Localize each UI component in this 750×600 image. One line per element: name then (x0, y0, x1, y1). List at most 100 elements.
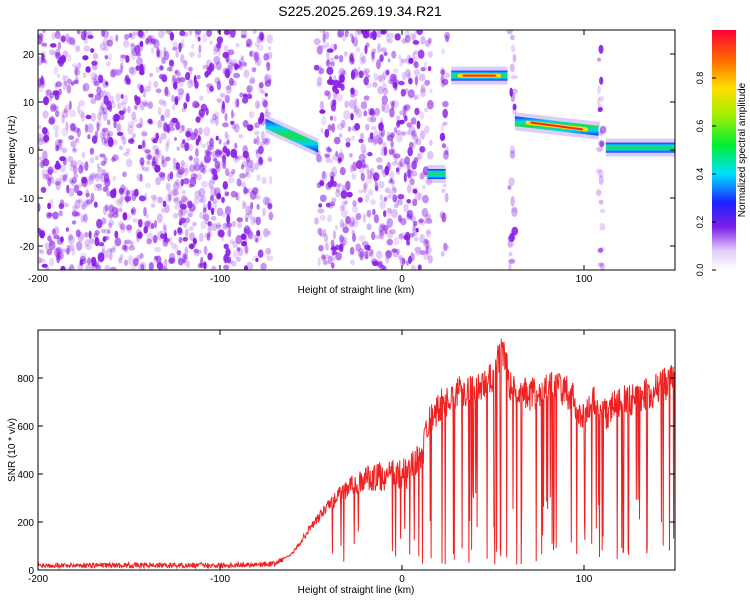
noise-speckle (234, 142, 238, 149)
noise-speckle (398, 80, 405, 86)
noise-speckle (154, 246, 162, 253)
noise-speckle (443, 242, 448, 252)
noise-speckle (248, 187, 253, 194)
noise-speckle (316, 76, 323, 86)
noise-speckle (211, 207, 215, 216)
noise-speckle (597, 169, 604, 178)
noise-speckle (390, 187, 397, 194)
noise-speckle (109, 247, 116, 253)
noise-speckle (180, 178, 184, 187)
noise-speckle (186, 209, 194, 218)
noise-speckle (127, 106, 131, 114)
noise-speckle (414, 76, 419, 86)
noise-speckle (76, 127, 81, 138)
noise-speckle (329, 158, 334, 164)
noise-speckle (410, 264, 416, 270)
noise-speckle (509, 150, 516, 159)
noise-speckle (238, 60, 242, 69)
noise-speckle (327, 214, 332, 223)
noise-speckle (367, 152, 373, 157)
noise-speckle (147, 154, 152, 161)
noise-speckle (42, 30, 46, 34)
noise-speckle (155, 176, 161, 186)
noise-speckle (104, 250, 109, 259)
noise-speckle (136, 123, 143, 129)
noise-speckle (254, 60, 260, 66)
noise-speckle (41, 53, 45, 61)
noise-speckle (38, 256, 42, 264)
noise-speckle (221, 211, 226, 218)
noise-speckle (124, 33, 130, 41)
noise-speckle (60, 164, 66, 173)
noise-speckle (169, 32, 175, 41)
noise-speckle (321, 252, 324, 262)
noise-speckle (333, 91, 337, 100)
noise-speckle (254, 54, 258, 63)
noise-speckle (58, 203, 64, 210)
noise-speckle (72, 38, 76, 47)
noise-speckle (342, 69, 347, 76)
noise-speckle (154, 164, 161, 173)
noise-speckle (196, 173, 203, 181)
noise-speckle (202, 33, 208, 43)
noise-speckle (211, 223, 218, 232)
noise-speckle (381, 102, 385, 112)
noise-speckle (240, 164, 245, 170)
noise-speckle (85, 192, 91, 198)
noise-speckle (162, 237, 169, 247)
noise-speckle (207, 200, 212, 211)
noise-speckle (123, 94, 128, 105)
noise-speckle (41, 42, 48, 47)
noise-speckle (363, 68, 371, 74)
noise-speckle (392, 79, 400, 85)
noise-speckle (82, 82, 90, 92)
noise-speckle (169, 171, 174, 180)
noise-speckle (316, 82, 322, 88)
noise-speckle (239, 182, 245, 188)
noise-speckle (198, 109, 205, 117)
noise-speckle (216, 44, 221, 52)
noise-speckle (440, 69, 446, 76)
noise-speckle (54, 181, 62, 186)
noise-speckle (55, 81, 62, 88)
noise-speckle (125, 55, 130, 63)
noise-speckle (224, 167, 230, 177)
noise-speckle (364, 250, 369, 260)
noise-speckle (388, 207, 392, 217)
noise-speckle (223, 243, 229, 250)
noise-speckle (353, 106, 357, 113)
noise-speckle (189, 163, 196, 172)
noise-speckle (132, 218, 139, 223)
noise-speckle (49, 239, 54, 247)
noise-speckle (125, 193, 129, 204)
noise-speckle (407, 173, 413, 179)
noise-speckle (145, 213, 149, 220)
noise-speckle (268, 211, 274, 221)
noise-speckle (413, 69, 421, 76)
noise-speckle (160, 233, 165, 239)
noise-speckle (173, 229, 177, 237)
noise-speckle (188, 66, 193, 76)
noise-speckle (116, 123, 122, 132)
noise-speckle (132, 189, 136, 196)
noise-speckle (336, 93, 343, 102)
noise-speckle (216, 164, 221, 173)
noise-speckle (230, 190, 238, 198)
noise-speckle (62, 174, 67, 182)
noise-speckle (139, 84, 144, 94)
noise-speckle (49, 199, 54, 208)
noise-speckle (354, 123, 360, 131)
noise-speckle (193, 248, 199, 254)
noise-speckle (148, 262, 154, 270)
noise-speckle (192, 221, 197, 227)
noise-speckle (510, 44, 516, 53)
noise-speckle (206, 232, 211, 241)
noise-speckle (327, 200, 333, 209)
noise-speckle (176, 250, 182, 256)
noise-speckle (167, 189, 172, 197)
colorbar-tick-label: 0.6 (695, 120, 705, 133)
noise-speckle (38, 124, 42, 129)
noise-speckle (225, 68, 231, 79)
noise-speckle (332, 99, 337, 107)
noise-speckle (199, 95, 204, 101)
